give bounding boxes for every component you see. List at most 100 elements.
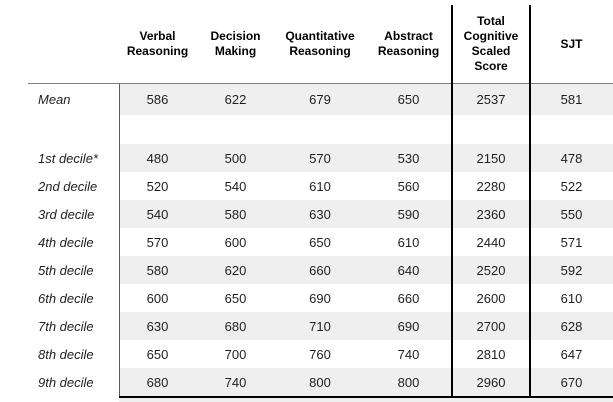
value-cell: 580 xyxy=(196,200,275,228)
value-cell: 570 xyxy=(146,234,169,250)
value-cell: 522 xyxy=(560,178,583,194)
value-cell: 2150 xyxy=(452,144,530,172)
value-cell: 680 xyxy=(119,368,196,396)
row-label: 7th decile xyxy=(38,318,94,334)
value-cell: 800 xyxy=(275,368,365,396)
table-row: Mean 586 622 679 650 2537 581 xyxy=(0,84,613,115)
table-row: 2nd decile 520 540 610 560 2280 522 xyxy=(0,172,613,200)
value-cell: 586 xyxy=(119,84,196,115)
row-label: 2nd decile xyxy=(38,178,98,194)
value-cell: 2537 xyxy=(452,84,530,115)
value-cell: 530 xyxy=(365,144,452,172)
value-cell: 600 xyxy=(146,290,169,306)
row-label: 4th decile xyxy=(38,234,94,250)
header-underline xyxy=(28,83,613,84)
row-label: Mean xyxy=(38,92,71,107)
value-cell: 592 xyxy=(530,256,613,284)
value-cell: 500 xyxy=(196,144,275,172)
value-cell: 571 xyxy=(560,234,583,250)
value-cell: 2280 xyxy=(476,178,506,194)
value-cell: 480 xyxy=(119,144,196,172)
value-cell: 710 xyxy=(275,312,365,340)
value-cell: 478 xyxy=(530,144,613,172)
value-cell: 590 xyxy=(365,200,452,228)
table-row: 8th decile 650 700 760 740 2810 647 xyxy=(0,340,613,368)
value-cell: 580 xyxy=(119,256,196,284)
table-row: 5th decile 580 620 660 640 2520 592 xyxy=(0,256,613,284)
value-cell: 581 xyxy=(530,84,613,115)
table-header-row: Verbal Reasoning Decision Making Quantitat… xyxy=(0,5,613,83)
column-header: Abstract Reasoning xyxy=(377,29,440,58)
value-cell: 650 xyxy=(224,290,247,306)
row-label: 8th decile xyxy=(38,346,94,362)
value-cell: 740 xyxy=(397,346,420,362)
value-cell: 630 xyxy=(275,200,365,228)
total-column-left-border xyxy=(451,5,453,396)
value-cell: 520 xyxy=(146,178,169,194)
value-cell: 610 xyxy=(309,178,331,194)
value-cell xyxy=(365,115,452,144)
label-column-separator xyxy=(119,84,120,396)
spacer-row xyxy=(0,115,613,144)
value-cell: 550 xyxy=(530,200,613,228)
value-cell: 2810 xyxy=(476,346,506,362)
value-cell: 650 xyxy=(309,234,331,250)
row-label: 5th decile xyxy=(38,262,94,278)
table-row: 7th decile 630 680 710 690 2700 628 xyxy=(0,312,613,340)
value-cell: 610 xyxy=(560,290,583,306)
column-header: Quantitative Reasoning xyxy=(285,29,355,58)
table-bottom-border xyxy=(119,396,613,398)
value-cell xyxy=(452,115,530,144)
value-cell: 650 xyxy=(365,84,452,115)
value-cell: 540 xyxy=(119,200,196,228)
table-row: 1st decile* 480 500 570 530 2150 478 xyxy=(0,144,613,172)
column-header: Total Cognitive Scaled Score xyxy=(463,14,519,73)
value-cell: 670 xyxy=(530,368,613,396)
value-cell xyxy=(119,115,196,144)
value-cell: 610 xyxy=(397,234,420,250)
row-label: 1st decile* xyxy=(38,150,98,166)
row-label xyxy=(0,115,119,144)
value-cell: 690 xyxy=(309,290,331,306)
value-cell: 800 xyxy=(365,368,452,396)
value-cell: 600 xyxy=(224,234,247,250)
value-cell: 660 xyxy=(397,290,420,306)
value-cell: 700 xyxy=(224,346,247,362)
value-cell: 2960 xyxy=(452,368,530,396)
row-label: 9th decile xyxy=(38,374,94,390)
value-cell: 2360 xyxy=(452,200,530,228)
header-corner-cell xyxy=(0,5,119,83)
value-cell xyxy=(196,115,275,144)
bottom-stripe-sliver xyxy=(119,398,613,402)
value-cell: 760 xyxy=(309,346,331,362)
total-column-right-border xyxy=(529,5,531,396)
value-cell: 679 xyxy=(275,84,365,115)
value-cell: 2520 xyxy=(452,256,530,284)
value-cell: 660 xyxy=(275,256,365,284)
value-cell: 690 xyxy=(365,312,452,340)
column-header: Decision Making xyxy=(210,29,261,58)
row-label: 6th decile xyxy=(38,290,94,306)
value-cell: 570 xyxy=(275,144,365,172)
value-cell: 628 xyxy=(530,312,613,340)
value-cell: 640 xyxy=(365,256,452,284)
table-row: 6th decile 600 650 690 660 2600 610 xyxy=(0,284,613,312)
table-row: 3rd decile 540 580 630 590 2360 550 xyxy=(0,200,613,228)
value-cell: 2700 xyxy=(452,312,530,340)
value-cell: 650 xyxy=(146,346,169,362)
row-label: 3rd decile xyxy=(38,206,95,222)
value-cell: 647 xyxy=(560,346,583,362)
value-cell: 560 xyxy=(397,178,420,194)
value-cell xyxy=(530,115,613,144)
value-cell: 2440 xyxy=(476,234,506,250)
value-cell: 740 xyxy=(196,368,275,396)
value-cell xyxy=(275,115,365,144)
value-cell: 2600 xyxy=(476,290,506,306)
value-cell: 620 xyxy=(196,256,275,284)
value-cell: 630 xyxy=(119,312,196,340)
value-cell: 540 xyxy=(224,178,247,194)
table-row: 4th decile 570 600 650 610 2440 571 xyxy=(0,228,613,256)
table-row: 9th decile 680 740 800 800 2960 670 xyxy=(0,368,613,396)
column-header: Verbal Reasoning xyxy=(126,29,189,58)
